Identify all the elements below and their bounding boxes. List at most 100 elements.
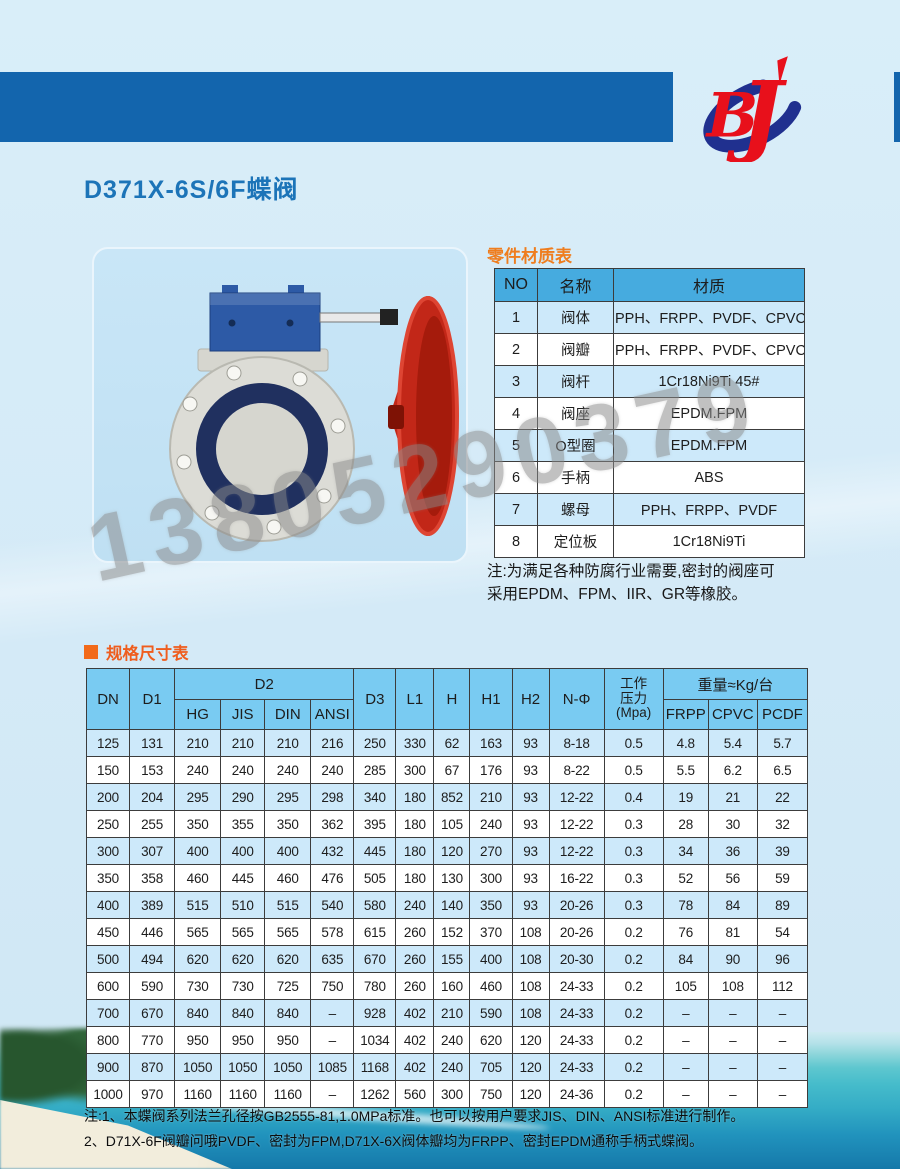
table-cell: 32 <box>756 810 809 838</box>
table-cell: 730 <box>174 972 222 1000</box>
column-header: PCDF <box>756 699 809 730</box>
table-cell: 350 <box>174 810 222 838</box>
table-cell: 8 <box>494 525 538 558</box>
table-cell: 36 <box>707 837 758 865</box>
table-cell: 93 <box>511 729 550 757</box>
table-cell: 67 <box>433 756 471 784</box>
table-cell: 152 <box>433 918 471 946</box>
table-cell: 476 <box>310 864 355 892</box>
table-cell: 307 <box>129 837 176 865</box>
table-header-row: HG JIS DIN ANSI FRPP CPVC PCDF <box>87 699 809 730</box>
table-cell: 240 <box>469 810 513 838</box>
table-cell: 295 <box>264 783 312 811</box>
table-cell: 0.5 <box>603 729 664 757</box>
table-cell: 578 <box>310 918 355 946</box>
table-cell: 4.8 <box>662 729 709 757</box>
table-cell: PPH、FRPP、PVDF、CPVC <box>613 301 805 334</box>
table-cell: 19 <box>662 783 709 811</box>
table-cell: 93 <box>511 756 550 784</box>
table-cell: 3 <box>494 365 538 398</box>
table-cell: 180 <box>395 783 435 811</box>
table-cell: 6.5 <box>756 756 809 784</box>
table-cell: 515 <box>264 891 312 919</box>
table-cell: – <box>662 1080 709 1108</box>
table-cell: 1085 <box>310 1053 355 1081</box>
table-cell: 螺母 <box>537 493 614 526</box>
table-cell: 78 <box>662 891 709 919</box>
table-cell: 153 <box>129 756 176 784</box>
table-cell: 20-26 <box>548 891 605 919</box>
table-cell: – <box>756 1053 809 1081</box>
table-cell: 0.3 <box>603 810 664 838</box>
table-cell: 59 <box>756 864 809 892</box>
table-cell: 12-22 <box>548 783 605 811</box>
table-cell: 62 <box>433 729 471 757</box>
table-cell: 125 <box>85 729 131 757</box>
table-cell: 500 <box>85 945 131 973</box>
table-cell: 1 <box>494 301 538 334</box>
table-cell: 355 <box>220 810 266 838</box>
table-cell: 725 <box>264 972 312 1000</box>
table-cell: 108 <box>511 918 550 946</box>
table-row: 800 770 950 950 950–1034 402 240 620 120 24-33 0.2… <box>85 1026 809 1054</box>
table-row: 125 131 210 210 210 216 250 330 62 163 93 8-18 0.5 4.… <box>85 729 809 757</box>
materials-note: 注:为满足各种防腐行业需要,密封的阀座可 采用EPDM、FPM、IIR、GR等橡… <box>487 560 832 606</box>
table-cell: 260 <box>395 945 435 973</box>
table-cell: 16-22 <box>548 864 605 892</box>
table-cell: 112 <box>756 972 809 1000</box>
materials-table-body: 1 阀体 PPH、FRPP、PVDF、CPVC 2 阀瓣 PPH、FRPP、PVDF、CP… <box>494 301 805 558</box>
table-cell: 402 <box>395 1053 435 1081</box>
column-header: HG <box>174 699 222 730</box>
table-cell: 750 <box>469 1080 513 1108</box>
table-cell: 1160 <box>174 1080 222 1108</box>
table-cell: 780 <box>353 972 397 1000</box>
table-cell: 620 <box>174 945 222 973</box>
table-cell: 84 <box>662 945 709 973</box>
table-cell: 250 <box>353 729 397 757</box>
table-cell: 0.2 <box>603 1080 664 1108</box>
table-cell: 620 <box>264 945 312 973</box>
table-cell: 350 <box>469 891 513 919</box>
table-cell: 1050 <box>174 1053 222 1081</box>
table-cell: – <box>707 1080 758 1108</box>
column-header: H <box>433 668 471 730</box>
table-cell: 460 <box>469 972 513 1000</box>
table-cell: 565 <box>264 918 312 946</box>
table-cell: 852 <box>433 783 471 811</box>
table-cell: 270 <box>469 837 513 865</box>
table-row: 5 O型圈 EPDM.FPM <box>494 429 805 462</box>
table-cell: 20-30 <box>548 945 605 973</box>
table-cell: – <box>707 1026 758 1054</box>
column-header: DN <box>85 668 131 730</box>
table-cell: – <box>707 999 758 1027</box>
table-cell: 285 <box>353 756 397 784</box>
materials-table-title: 零件材质表 <box>487 247 572 266</box>
table-cell: 565 <box>220 918 266 946</box>
table-cell: PPH、FRPP、PVDF <box>613 493 805 526</box>
table-cell: 1050 <box>220 1053 266 1081</box>
table-cell: 700 <box>85 999 131 1027</box>
table-cell: 389 <box>129 891 176 919</box>
table-cell: 298 <box>310 783 355 811</box>
table-cell: 120 <box>511 1053 550 1081</box>
table-cell: 4 <box>494 397 538 430</box>
header-bar <box>0 72 673 142</box>
page-title: D371X-6S/6F蝶阀 <box>84 176 299 204</box>
table-cell: 24-33 <box>548 972 605 1000</box>
materials-table: NO 名称 材质 1 阀体 PPH、FRPP、PVDF、CPVC 2 阀瓣 PPH、FRP… <box>494 268 805 558</box>
table-cell: 24-36 <box>548 1080 605 1108</box>
table-cell: 1034 <box>353 1026 397 1054</box>
table-cell: 600 <box>85 972 131 1000</box>
table-cell: 1050 <box>264 1053 312 1081</box>
table-cell: 0.5 <box>603 756 664 784</box>
table-cell: 5.4 <box>707 729 758 757</box>
table-row: 450 446 565 565 565 578 615 260 152 370 108 20-26 0.… <box>85 918 809 946</box>
table-cell: 5 <box>494 429 538 462</box>
table-cell: 105 <box>433 810 471 838</box>
table-cell: 0.2 <box>603 918 664 946</box>
table-cell: 131 <box>129 729 176 757</box>
table-cell: 250 <box>85 810 131 838</box>
product-image <box>92 247 468 563</box>
table-cell: 0.4 <box>603 783 664 811</box>
logo-flag-icon <box>777 56 788 85</box>
